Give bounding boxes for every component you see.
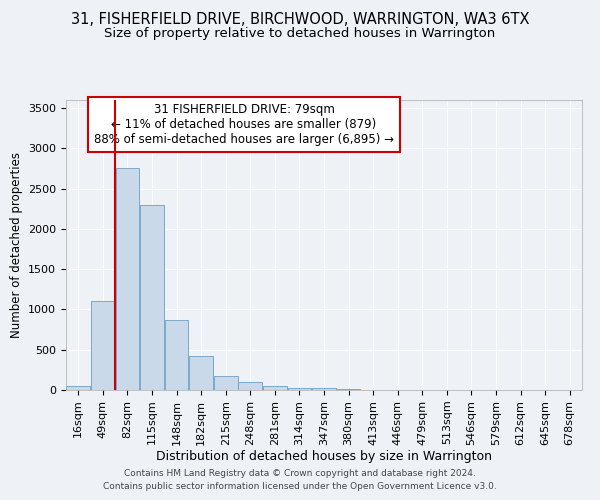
Y-axis label: Number of detached properties: Number of detached properties bbox=[10, 152, 23, 338]
Text: Contains HM Land Registry data © Crown copyright and database right 2024.: Contains HM Land Registry data © Crown c… bbox=[124, 468, 476, 477]
Bar bbox=[164, 320, 188, 390]
Bar bbox=[238, 382, 262, 390]
Bar bbox=[312, 388, 336, 390]
Bar bbox=[287, 388, 311, 390]
X-axis label: Distribution of detached houses by size in Warrington: Distribution of detached houses by size … bbox=[156, 450, 492, 464]
Text: 31 FISHERFIELD DRIVE: 79sqm
← 11% of detached houses are smaller (879)
88% of se: 31 FISHERFIELD DRIVE: 79sqm ← 11% of det… bbox=[94, 103, 394, 146]
Bar bbox=[140, 204, 164, 390]
Bar bbox=[67, 386, 90, 390]
Text: Size of property relative to detached houses in Warrington: Size of property relative to detached ho… bbox=[104, 28, 496, 40]
Bar bbox=[214, 376, 238, 390]
Bar bbox=[116, 168, 139, 390]
Text: 31, FISHERFIELD DRIVE, BIRCHWOOD, WARRINGTON, WA3 6TX: 31, FISHERFIELD DRIVE, BIRCHWOOD, WARRIN… bbox=[71, 12, 529, 28]
Bar bbox=[91, 302, 115, 390]
Bar bbox=[189, 356, 213, 390]
Text: Contains public sector information licensed under the Open Government Licence v3: Contains public sector information licen… bbox=[103, 482, 497, 491]
Bar bbox=[337, 389, 361, 390]
Bar bbox=[263, 386, 287, 390]
